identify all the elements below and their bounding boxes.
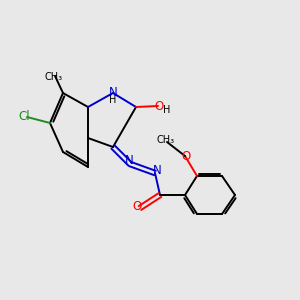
Text: CH₃: CH₃ [45, 72, 63, 82]
Text: O: O [182, 149, 190, 163]
Text: N: N [153, 164, 161, 176]
Text: CH₃: CH₃ [157, 135, 175, 145]
Text: Cl: Cl [18, 110, 30, 124]
Text: H: H [163, 105, 171, 115]
Text: O: O [132, 200, 142, 214]
Text: N: N [124, 154, 134, 167]
Text: N: N [109, 85, 117, 98]
Text: O: O [154, 100, 164, 112]
Text: H: H [109, 95, 117, 105]
